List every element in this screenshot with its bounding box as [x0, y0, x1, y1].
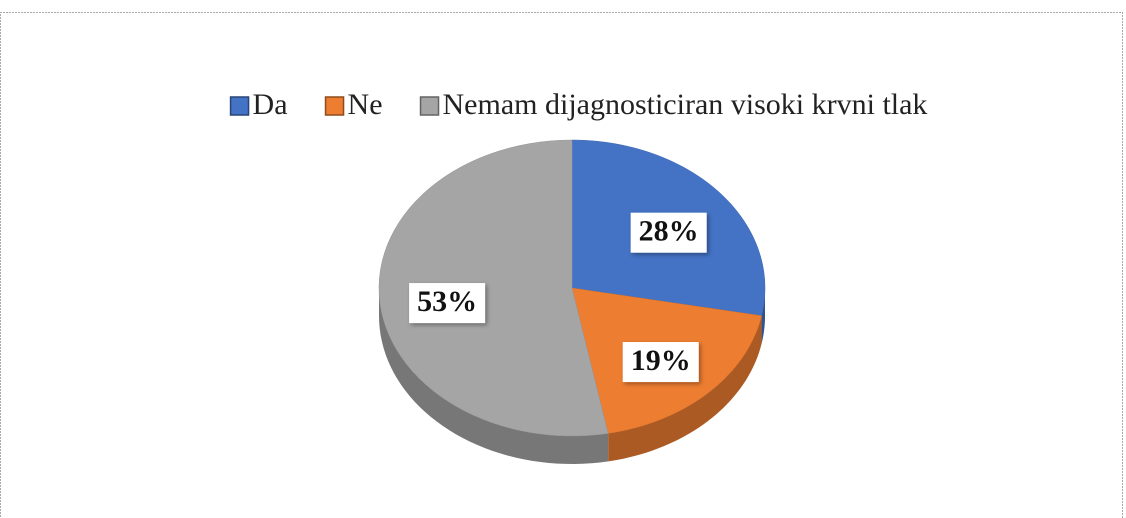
legend: Da Ne Nemam dijagnosticiran visoki krvni t…	[229, 88, 928, 121]
pie-side	[379, 288, 609, 464]
data-label: 19%	[622, 342, 699, 383]
data-label-text: 28%	[639, 215, 699, 248]
legend-swatch	[324, 96, 345, 116]
data-label-box	[622, 342, 699, 383]
data-label-box	[630, 212, 707, 253]
data-label-box	[409, 283, 486, 324]
pie-slice	[378, 139, 609, 437]
legend-label: Da	[253, 88, 288, 121]
legend-swatch	[229, 96, 250, 116]
legend-label: Ne	[348, 88, 383, 121]
pie-side	[608, 315, 762, 462]
legend-swatch	[419, 96, 440, 116]
legend-label: Nemam dijagnosticiran visoki krvni tlak	[443, 88, 928, 121]
data-label: 28%	[630, 212, 707, 253]
frame	[0, 12, 1123, 518]
data-label-text: 53%	[417, 285, 477, 318]
data-label: 53%	[409, 283, 486, 324]
data-label-text: 19%	[631, 344, 691, 377]
